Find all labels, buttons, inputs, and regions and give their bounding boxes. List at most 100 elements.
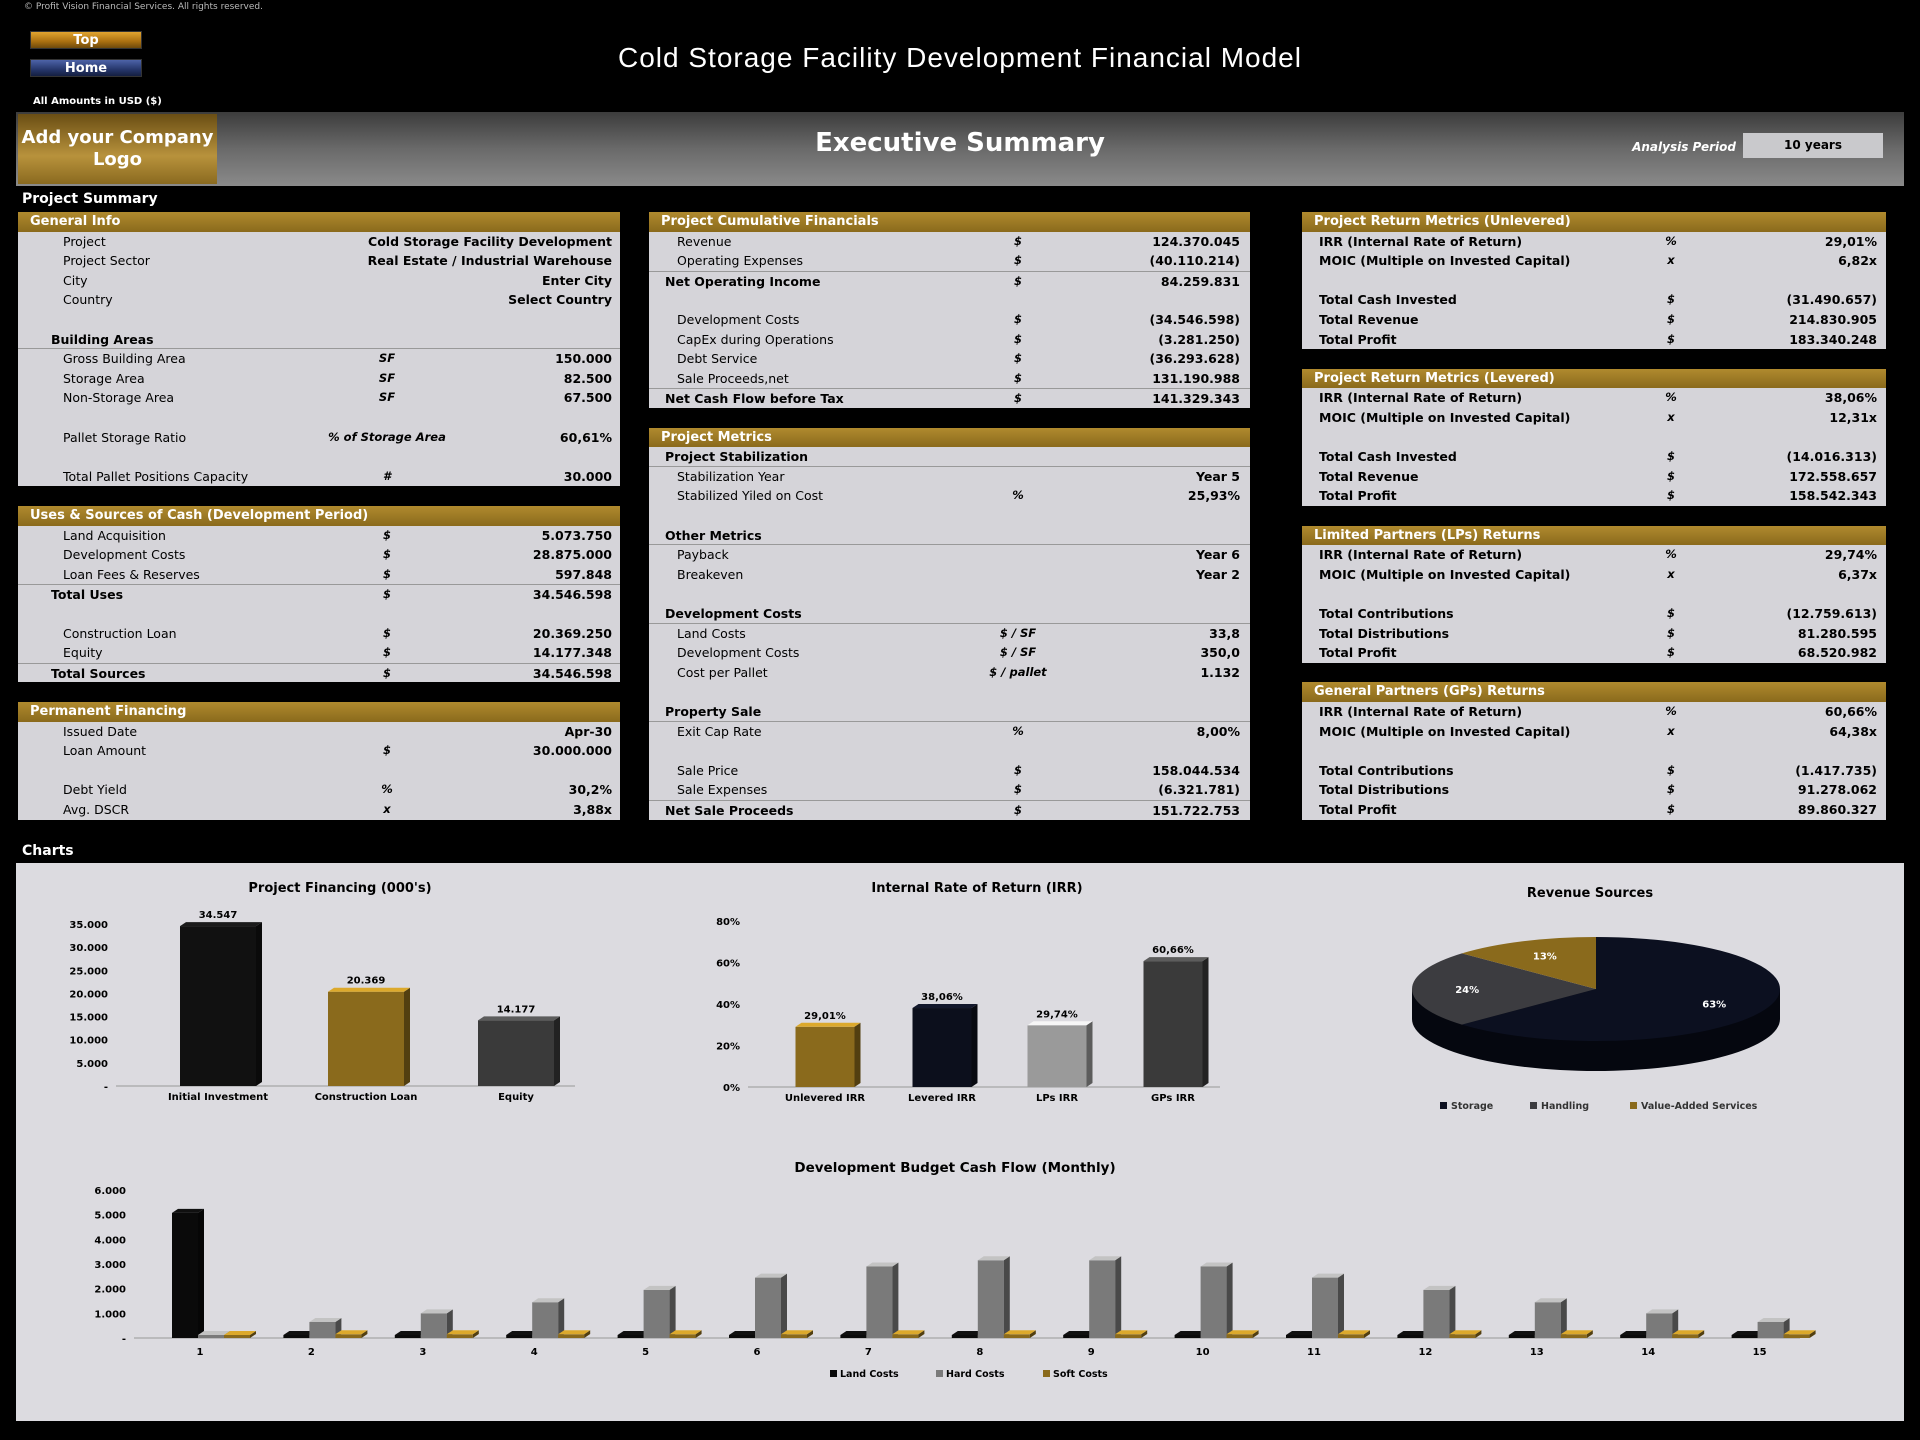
section-header: General Partners (GPs) Returns xyxy=(1302,682,1886,702)
legend-swatch xyxy=(1440,1102,1447,1109)
bar-hard-costs-top xyxy=(198,1331,230,1335)
y-tick-label: 4.000 xyxy=(94,1235,126,1246)
bar-hard-costs xyxy=(643,1289,670,1338)
bar-3-side xyxy=(554,1016,560,1086)
row-label: MOIC (Multiple on Invested Capital) xyxy=(1319,566,1571,582)
bar-land-costs-top xyxy=(1063,1331,1096,1335)
y-tick-label: 1.000 xyxy=(94,1309,126,1320)
pie-label: 13% xyxy=(1533,952,1557,963)
analysis-period-select[interactable]: 10 years xyxy=(1743,133,1883,158)
analysis-period-label: Analysis Period xyxy=(1632,140,1736,154)
row-label: Land Costs xyxy=(677,625,746,641)
bar-land-costs xyxy=(1620,1335,1647,1338)
summary-row: Project Sector Real Estate / Industrial W… xyxy=(18,251,620,271)
row-unit: $ / pallet xyxy=(989,664,1047,679)
bar-hard-costs-side xyxy=(781,1273,787,1338)
row-label: General Info xyxy=(30,214,121,229)
pie-slice-storage xyxy=(1461,937,1780,1041)
summary-row: Equity $14.177.348 xyxy=(18,643,620,663)
y-tick-label: 0% xyxy=(723,1083,740,1094)
row-value: 20.369.250 xyxy=(532,625,612,641)
row-unit: $ xyxy=(382,743,391,758)
row-label: Total Cash Invested xyxy=(1319,292,1457,308)
summary-row: Exit Cap Rate% 8,00% xyxy=(649,721,1250,742)
summary-row: Pallet Storage Ratio % of Storage Area 60,… xyxy=(18,427,620,448)
bar-1-side xyxy=(854,1022,861,1087)
x-tick-label: 15 xyxy=(1753,1347,1767,1358)
row-value: 29,01% xyxy=(1824,233,1877,249)
home-button[interactable]: Home xyxy=(30,59,142,77)
row-unit: % xyxy=(381,782,393,797)
data-label: 29,01% xyxy=(804,1011,846,1022)
bar-soft-costs-side xyxy=(1364,1330,1370,1338)
bar-soft-costs xyxy=(1226,1334,1253,1338)
summary-column-2: Project Cumulative Financials Revenue $124… xyxy=(649,212,1250,822)
bar-land-costs-top xyxy=(729,1331,761,1335)
bar-soft-costs-top xyxy=(669,1330,702,1335)
model-title: Cold Storage Facility Development Financ… xyxy=(618,42,1302,73)
row-value: 60,61% xyxy=(559,429,612,445)
y-tick-label: 40% xyxy=(716,1000,740,1011)
bar-land-costs xyxy=(506,1335,533,1338)
chart-title: Internal Rate of Return (IRR) xyxy=(871,881,1082,896)
bar-3 xyxy=(478,1020,554,1086)
bar-hard-costs-side xyxy=(446,1309,453,1338)
row-label: Stabilized Yiled on Cost xyxy=(677,488,824,504)
row-value: 64,38x xyxy=(1829,723,1877,739)
summary-row: Storage Area SF 82.500 xyxy=(18,368,620,389)
row-label: Property Sale xyxy=(665,704,762,719)
row-value: 6,37x xyxy=(1838,566,1877,582)
row-value: 82.500 xyxy=(563,370,612,386)
row-value: 14.177.348 xyxy=(532,645,612,661)
row-value: 34.546.598 xyxy=(532,665,612,681)
bar-soft-costs-side xyxy=(361,1330,368,1338)
bar-land-costs xyxy=(729,1335,755,1338)
row-label: Net Cash Flow before Tax xyxy=(665,391,844,407)
bar-soft-costs xyxy=(892,1334,919,1338)
row-unit: x xyxy=(1667,723,1675,738)
row-unit: x xyxy=(1667,410,1675,424)
spacer-row xyxy=(18,310,620,330)
bar-1 xyxy=(795,1026,855,1087)
row-value: 124.370.045 xyxy=(1152,233,1240,249)
row-unit: x xyxy=(1667,566,1675,581)
bar-soft-costs xyxy=(1003,1334,1030,1338)
company-logo-placeholder[interactable]: Add your Company Logo xyxy=(18,114,217,184)
row-value: 158.044.534 xyxy=(1152,762,1240,778)
bar-soft-costs xyxy=(446,1334,473,1338)
header-band xyxy=(16,112,1904,186)
row-label: Land Acquisition xyxy=(63,527,166,543)
row-unit: $ xyxy=(1666,782,1675,797)
summary-row: Cost per Pallet $ / pallet 1.132 xyxy=(649,662,1250,683)
summary-row: Total Profit $89.860.327 xyxy=(1302,800,1886,820)
row-unit: $ xyxy=(1013,391,1022,406)
bar-hard-costs-top xyxy=(1312,1273,1344,1278)
spacer-row xyxy=(649,741,1250,761)
row-unit: % xyxy=(1665,704,1677,718)
row-unit: SF xyxy=(378,351,396,366)
legend-swatch xyxy=(1043,1370,1050,1377)
y-tick-label: 20.000 xyxy=(69,989,108,1000)
row-unit: $ xyxy=(1013,782,1022,797)
row-unit: % xyxy=(1665,233,1677,248)
summary-row: CapEx during Operations $ (3.281.250) xyxy=(649,329,1250,350)
y-tick-label: 15.000 xyxy=(69,1013,108,1024)
bar-1 xyxy=(180,926,256,1086)
bar-land-costs xyxy=(951,1335,978,1338)
row-value: (6.321.781) xyxy=(1158,782,1240,798)
top-button[interactable]: Top xyxy=(30,31,142,49)
x-tick-label: 3 xyxy=(419,1347,426,1358)
row-label: Total Revenue xyxy=(1319,468,1419,484)
bar-hard-costs-top xyxy=(532,1298,565,1303)
row-value: 3,88x xyxy=(573,802,612,817)
row-label: Development Costs xyxy=(63,547,186,563)
legend-label: Land Costs xyxy=(840,1369,899,1380)
summary-row: Development Costs $ / SF 350,0 xyxy=(649,643,1250,663)
bar-land-costs-top xyxy=(283,1331,316,1335)
row-value: 68.520.982 xyxy=(1797,645,1877,661)
bar-land-costs xyxy=(1397,1335,1424,1338)
bar-soft-costs-top xyxy=(1783,1330,1816,1335)
row-value: Enter City xyxy=(542,272,612,288)
bar-soft-costs xyxy=(1672,1334,1699,1338)
row-value: 30,2% xyxy=(568,782,612,798)
